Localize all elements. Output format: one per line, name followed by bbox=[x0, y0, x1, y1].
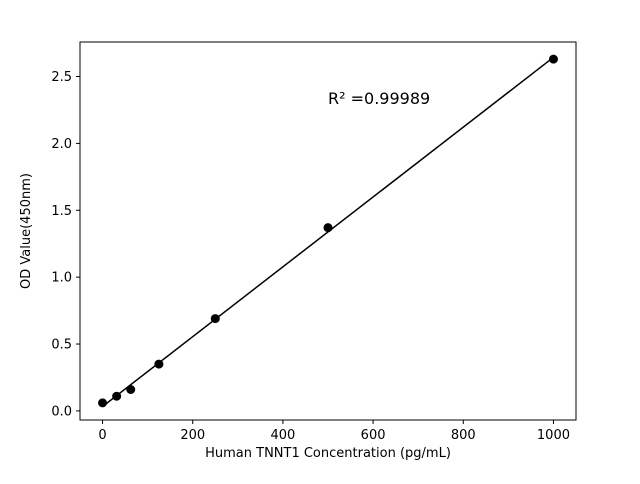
y-tick-label: 0.0 bbox=[51, 404, 72, 419]
axis-ticks: 0 200 400 600 800 1000 0.0 0.5 1.0 1.5 2.0 2.5 bbox=[51, 70, 570, 443]
plot-frame bbox=[79, 41, 577, 421]
y-tick-label: 2.5 bbox=[51, 70, 72, 85]
data-series bbox=[98, 54, 558, 408]
x-tick-label: 400 bbox=[270, 428, 295, 443]
data-point bbox=[126, 385, 136, 395]
y-tick-label: 1.5 bbox=[51, 204, 72, 219]
data-point bbox=[548, 54, 558, 64]
x-axis-label: Human TNNT1 Concentration (pg/mL) bbox=[205, 446, 451, 461]
data-point bbox=[210, 314, 220, 324]
y-tick-label: 0.5 bbox=[51, 338, 72, 353]
y-axis-label: OD Value(450nm) bbox=[19, 173, 34, 289]
data-point bbox=[98, 398, 108, 408]
data-point bbox=[112, 391, 122, 401]
y-tick-label: 2.0 bbox=[51, 137, 72, 152]
r-squared-annotation: R² =0.99989 bbox=[328, 89, 430, 108]
x-tick-label: 800 bbox=[451, 428, 476, 443]
data-point bbox=[154, 359, 164, 369]
data-point bbox=[323, 223, 333, 233]
x-tick-label: 1000 bbox=[537, 428, 570, 443]
x-tick-label: 0 bbox=[98, 428, 106, 443]
y-tick-label: 1.0 bbox=[51, 271, 72, 286]
x-tick-label: 600 bbox=[361, 428, 386, 443]
x-tick-label: 200 bbox=[180, 428, 205, 443]
